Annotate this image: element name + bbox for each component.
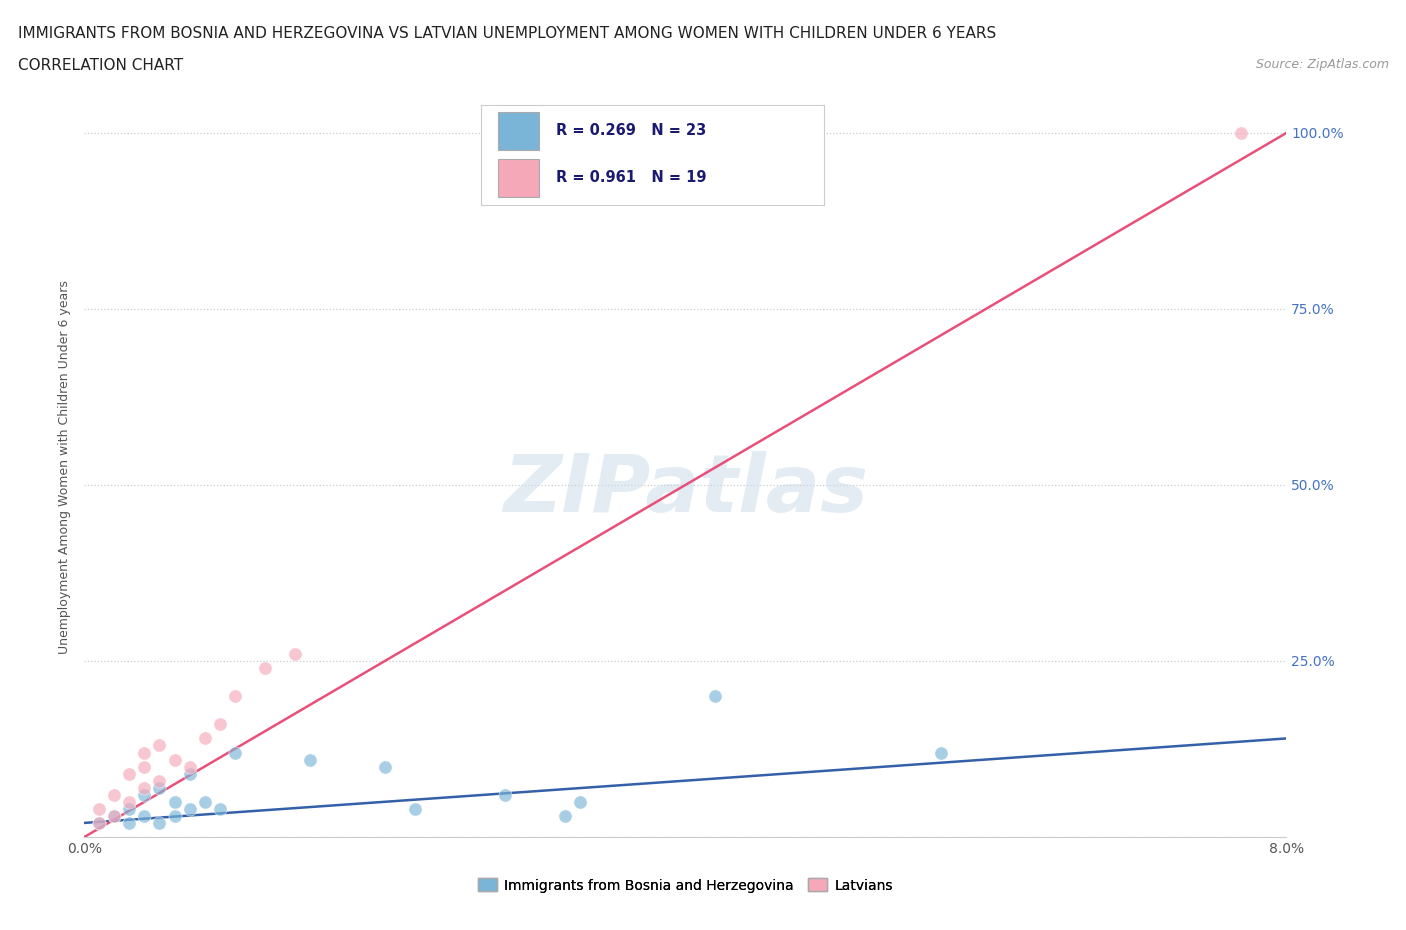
Point (208, 717, 231, 732)
Point (148, 780, 170, 795)
Point (118, 766, 141, 781)
Point (89, 802, 111, 817)
Point (148, 816, 170, 830)
Point (103, 808, 125, 823)
Text: Source: ZipAtlas.com: Source: ZipAtlas.com (1256, 58, 1389, 71)
Point (494, 788, 516, 803)
Legend: Immigrants from Bosnia and Herzegovina, Latvians: Immigrants from Bosnia and Herzegovina, … (472, 872, 898, 898)
Text: IMMIGRANTS FROM BOSNIA AND HERZEGOVINA VS LATVIAN UNEMPLOYMENT AMONG WOMEN WITH : IMMIGRANTS FROM BOSNIA AND HERZEGOVINA V… (18, 26, 997, 41)
Point (179, 759, 201, 774)
Point (134, 759, 156, 774)
Point (134, 745, 156, 760)
Point (284, 646, 307, 661)
Point (134, 808, 156, 823)
Point (224, 689, 246, 704)
Point (1230, 126, 1253, 140)
Point (179, 802, 201, 817)
Point (89, 816, 111, 830)
Point (569, 794, 592, 809)
Point (554, 808, 576, 823)
Point (704, 689, 727, 704)
Point (103, 808, 125, 823)
Point (929, 745, 952, 760)
Point (194, 731, 217, 746)
Point (118, 794, 141, 809)
Point (134, 788, 156, 803)
Point (298, 752, 321, 767)
Point (404, 802, 426, 817)
Point (179, 766, 201, 781)
Point (374, 759, 396, 774)
Point (194, 794, 217, 809)
Point (134, 780, 156, 795)
Point (163, 752, 186, 767)
Point (208, 802, 231, 817)
Point (253, 660, 276, 675)
Text: CORRELATION CHART: CORRELATION CHART (18, 58, 183, 73)
Point (118, 816, 141, 830)
Point (163, 808, 186, 823)
Point (224, 745, 246, 760)
Point (148, 738, 170, 753)
Point (118, 802, 141, 817)
Text: ZIPatlas: ZIPatlas (503, 450, 868, 528)
Point (103, 788, 125, 803)
Point (163, 794, 186, 809)
Point (89, 816, 111, 830)
Point (148, 773, 170, 788)
Y-axis label: Unemployment Among Women with Children Under 6 years: Unemployment Among Women with Children U… (58, 280, 72, 655)
